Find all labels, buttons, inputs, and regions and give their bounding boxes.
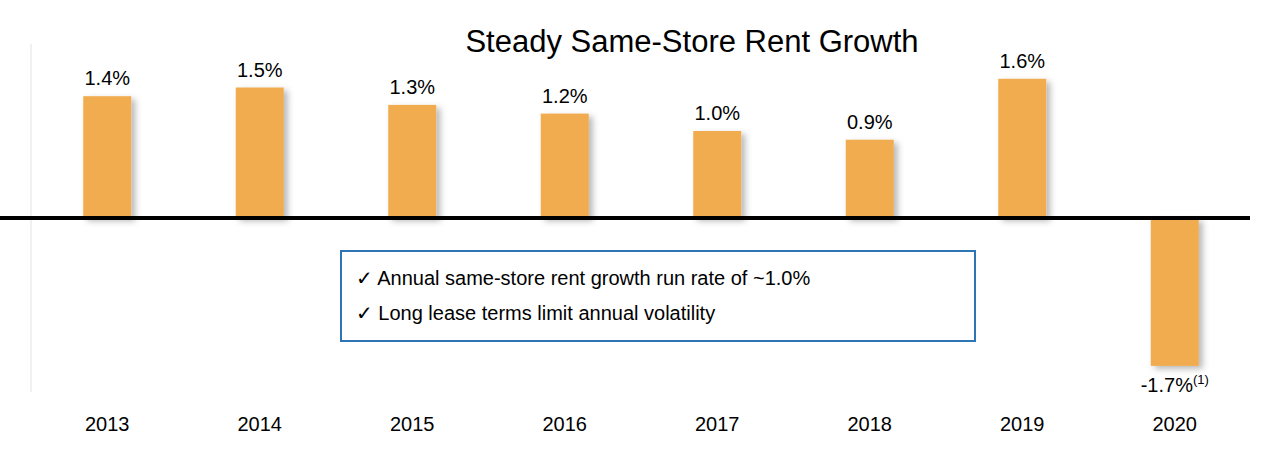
data-label: 1.2%	[542, 85, 588, 107]
category-label: 2016	[543, 413, 588, 435]
chart-svg: Steady Same-Store Rent Growth 1.4% 1.5% 1.3…	[0, 0, 1280, 452]
data-label: 1.0%	[694, 102, 740, 124]
annotation: ✓ Annual same-store rent growth run rate…	[356, 267, 810, 289]
bar	[541, 114, 589, 218]
data-label: 1.5%	[237, 59, 283, 81]
data-label: 1.4%	[84, 67, 130, 89]
bar	[388, 105, 436, 218]
category-label: 2017	[695, 413, 740, 435]
data-label: 0.9%	[847, 111, 893, 133]
bar	[1151, 218, 1199, 366]
bar	[693, 131, 741, 218]
baseline	[0, 216, 1250, 220]
data-label: 1.3%	[389, 76, 435, 98]
category-label: 2018	[848, 413, 893, 435]
category-label: 2014	[238, 413, 283, 435]
chart-container: Steady Same-Store Rent Growth 1.4% 1.5% 1.3…	[0, 0, 1280, 452]
category-label: 2020	[1153, 413, 1198, 435]
chart-title: Steady Same-Store Rent Growth	[465, 24, 918, 59]
bar	[236, 88, 284, 219]
category-label: 2019	[1000, 413, 1045, 435]
annotation: ✓ Long lease terms limit annual volatili…	[356, 302, 715, 324]
category-label: 2013	[85, 413, 130, 435]
data-label: 1.6%	[999, 50, 1045, 72]
bar	[846, 140, 894, 218]
bar	[998, 79, 1046, 218]
data-label: -1.7%(1)	[1141, 372, 1209, 396]
bars	[83, 79, 1199, 366]
annotation-box	[341, 251, 975, 341]
bar	[83, 96, 131, 218]
category-label: 2015	[390, 413, 435, 435]
